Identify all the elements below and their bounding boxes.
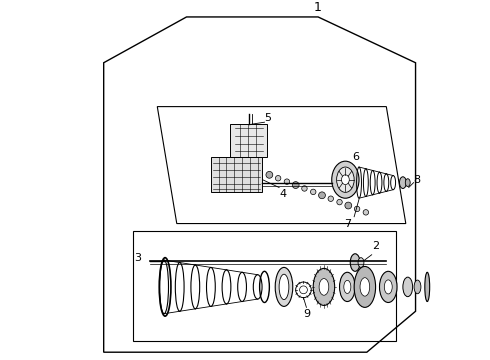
Text: 3: 3 [134,253,141,263]
Ellipse shape [345,202,352,209]
Ellipse shape [275,176,281,181]
Ellipse shape [344,280,351,293]
Polygon shape [211,157,262,192]
Ellipse shape [328,196,334,202]
Ellipse shape [302,186,307,191]
Ellipse shape [354,266,376,307]
Ellipse shape [284,179,290,184]
Ellipse shape [319,279,329,295]
Ellipse shape [292,182,299,189]
Ellipse shape [266,171,273,178]
Text: 5: 5 [265,113,271,123]
Ellipse shape [403,277,413,297]
Text: 2: 2 [372,241,379,251]
Ellipse shape [363,210,368,215]
Ellipse shape [358,258,364,267]
Ellipse shape [360,278,369,296]
Ellipse shape [279,274,289,300]
Ellipse shape [405,179,410,186]
Ellipse shape [425,272,430,302]
Text: 9: 9 [303,309,310,319]
Ellipse shape [414,280,421,294]
Text: 8: 8 [414,175,421,185]
Ellipse shape [379,271,397,302]
Ellipse shape [350,254,360,271]
Ellipse shape [337,167,354,192]
Text: 6: 6 [352,152,359,162]
Text: 1: 1 [314,1,322,14]
Ellipse shape [384,280,392,294]
Ellipse shape [318,192,325,199]
Ellipse shape [337,199,342,205]
Ellipse shape [340,272,355,302]
Ellipse shape [311,189,316,195]
Ellipse shape [399,177,406,189]
Polygon shape [230,124,268,157]
Ellipse shape [275,267,293,306]
Ellipse shape [313,269,335,305]
Ellipse shape [354,206,360,212]
Text: 7: 7 [344,219,351,229]
Text: 4: 4 [279,189,286,199]
Ellipse shape [332,161,359,198]
Ellipse shape [342,175,349,185]
